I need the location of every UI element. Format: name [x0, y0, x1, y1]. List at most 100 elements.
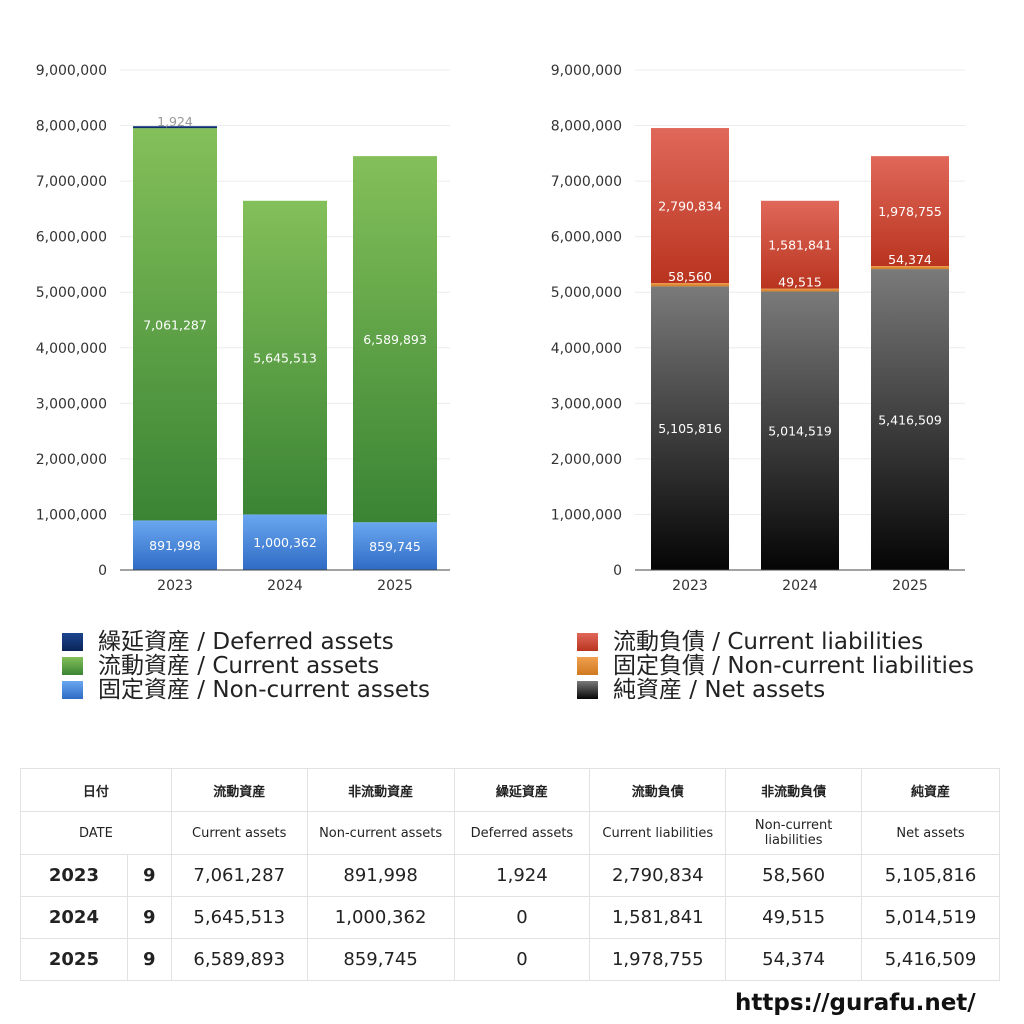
- data-label: 6,589,893: [363, 332, 427, 347]
- data-label: 891,998: [149, 538, 201, 553]
- x-tick-label: 2025: [892, 578, 928, 594]
- y-tick-label: 8,000,000: [36, 119, 107, 135]
- legend-item-non-current-assets: 固定資産 / Non-current assets: [62, 678, 430, 702]
- bar-segment: [651, 286, 729, 570]
- legend-item-net-assets: 純資産 / Net assets: [577, 678, 974, 702]
- legend-item-current-liabilities: 流動負債 / Current liabilities: [577, 630, 974, 654]
- data-label: 859,745: [369, 539, 421, 554]
- table-row: 2025 9 6,589,893 859,745 0 1,978,755 54,…: [20, 938, 1000, 981]
- bar-segment: [243, 200, 327, 515]
- year-cell: 2023: [20, 854, 128, 897]
- value-cell: 5,645,513: [170, 896, 308, 939]
- legend-swatch: [577, 633, 598, 651]
- assets-chart: 0 1,000,000 2,000,000 3,000,000 4,000,000 5,0…: [36, 63, 450, 594]
- table-header-en: DATE Current assets Non-current assets D…: [20, 811, 1000, 855]
- bar-segment: [651, 283, 729, 287]
- y-tick-label: 7,000,000: [551, 174, 622, 190]
- y-tick-label: 1,000,000: [36, 507, 107, 523]
- bar-segment: [133, 520, 217, 570]
- bar-segment: [651, 128, 729, 284]
- bar-segment: [761, 200, 839, 289]
- header-cell: Non-current assets: [306, 811, 455, 855]
- legend-swatch: [62, 681, 83, 699]
- value-cell: 1,978,755: [589, 938, 727, 981]
- value-cell: 58,560: [725, 854, 863, 897]
- value-cell: 5,105,816: [861, 854, 1000, 897]
- legend-swatch: [577, 681, 598, 699]
- value-cell: 0: [453, 938, 591, 981]
- legend-item-deferred-assets: 繰延資産 / Deferred assets: [62, 630, 430, 654]
- y-tick-label: 0: [98, 563, 107, 579]
- bar-segment: [133, 126, 217, 129]
- year-cell: 2024: [20, 896, 128, 939]
- charts-canvas: 0 1,000,000 2,000,000 3,000,000 4,000,000 5,0…: [36, 63, 965, 594]
- y-tick-label: 8,000,000: [551, 119, 622, 135]
- x-tick-label: 2024: [782, 578, 818, 594]
- legend-item-current-assets: 流動資産 / Current assets: [62, 654, 430, 678]
- table-row: 2023 9 7,061,287 891,998 1,924 2,790,834…: [20, 854, 1000, 897]
- y-tick-label: 2,000,000: [551, 452, 622, 468]
- value-cell: 7,061,287: [170, 854, 308, 897]
- bar-segment: [761, 288, 839, 292]
- bar-segment: [871, 156, 949, 267]
- bar-segment: [761, 291, 839, 570]
- value-cell: 1,924: [453, 854, 591, 897]
- x-tick-label: 2025: [377, 578, 413, 594]
- data-label: 2,790,834: [658, 199, 722, 214]
- legend-label: 流動負債 / Current liabilities: [613, 629, 924, 655]
- header-cell: 非流動資産: [306, 768, 455, 812]
- x-tick-label: 2023: [157, 578, 193, 594]
- value-cell: 891,998: [306, 854, 455, 897]
- value-cell: 49,515: [725, 896, 863, 939]
- value-cell: 0: [453, 896, 591, 939]
- x-tick-label: 2023: [672, 578, 708, 594]
- month-cell: 9: [126, 854, 172, 897]
- data-label: 5,416,509: [878, 413, 942, 428]
- legend-label: 流動資産 / Current assets: [98, 653, 380, 679]
- y-tick-label: 6,000,000: [551, 230, 622, 246]
- legend-label: 固定負債 / Non-current liabilities: [613, 653, 974, 679]
- data-label: 1,924: [157, 114, 193, 129]
- data-label: 1,581,841: [768, 238, 832, 253]
- value-cell: 54,374: [725, 938, 863, 981]
- data-label: 1,000,362: [253, 535, 317, 550]
- data-label: 5,105,816: [658, 421, 722, 436]
- y-tick-label: 9,000,000: [551, 63, 622, 79]
- y-tick-label: 5,000,000: [551, 285, 622, 301]
- header-cell: 繰延資産: [453, 768, 591, 812]
- data-label: 5,645,513: [253, 351, 317, 366]
- data-label: 54,374: [888, 252, 932, 267]
- data-label: 5,014,519: [768, 424, 832, 439]
- y-tick-label: 3,000,000: [551, 396, 622, 412]
- header-cell: 日付: [20, 768, 172, 812]
- data-label: 7,061,287: [143, 317, 207, 332]
- bar-segment: [243, 514, 327, 570]
- value-cell: 5,416,509: [861, 938, 1000, 981]
- bar-segment: [353, 156, 437, 523]
- bar-segment: [133, 128, 217, 521]
- y-tick-label: 0: [613, 563, 622, 579]
- y-tick-label: 4,000,000: [551, 341, 622, 357]
- liabilities-chart: 0 1,000,000 2,000,000 3,000,000 4,000,000 5,0…: [551, 63, 965, 594]
- header-cell: Non-current liabilities: [725, 811, 863, 855]
- table-row: 2024 9 5,645,513 1,000,362 0 1,581,841 4…: [20, 896, 1000, 939]
- y-tick-label: 3,000,000: [36, 396, 107, 412]
- header-cell: 純資産: [861, 768, 1000, 812]
- header-cell: 流動負債: [589, 768, 727, 812]
- assets-legend: 繰延資産 / Deferred assets 流動資産 / Current as…: [62, 630, 430, 702]
- header-cell: DATE: [20, 811, 172, 855]
- header-cell: Current assets: [170, 811, 308, 855]
- header-cell: Current liabilities: [589, 811, 727, 855]
- header-cell: Net assets: [861, 811, 1000, 855]
- value-cell: 859,745: [306, 938, 455, 981]
- legend-swatch: [62, 633, 83, 651]
- bar-segment: [871, 269, 949, 570]
- bar-segment: [353, 522, 437, 570]
- value-cell: 5,014,519: [861, 896, 1000, 939]
- y-tick-label: 9,000,000: [36, 63, 107, 79]
- value-cell: 1,581,841: [589, 896, 727, 939]
- month-cell: 9: [126, 938, 172, 981]
- data-label: 58,560: [668, 269, 712, 284]
- month-cell: 9: [126, 896, 172, 939]
- legend-label: 繰延資産 / Deferred assets: [98, 629, 394, 655]
